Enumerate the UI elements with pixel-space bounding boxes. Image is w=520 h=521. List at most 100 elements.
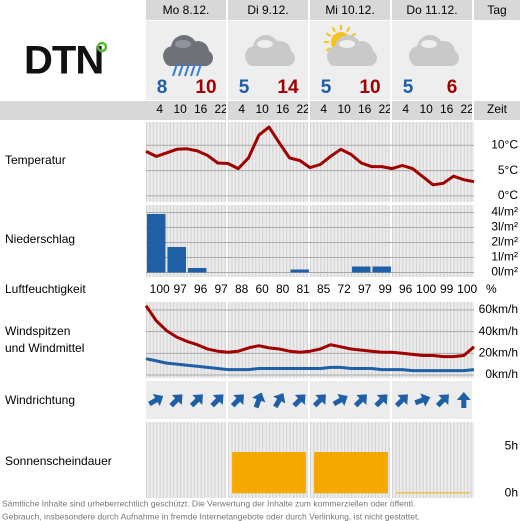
bar <box>290 269 309 273</box>
time-label: 4 <box>238 102 245 116</box>
time-label: 10 <box>255 102 269 116</box>
day-header-bg <box>392 0 472 20</box>
time-label: 4 <box>156 102 163 116</box>
sun-ray <box>331 26 336 33</box>
cloud-base <box>329 56 375 66</box>
humidity-unit: % <box>486 282 497 296</box>
time-label: 22 <box>214 102 228 116</box>
time-label: 16 <box>358 102 372 116</box>
humidity-value: 100 <box>457 282 477 296</box>
min-temp: 5 <box>403 77 414 98</box>
humidity-value: 96 <box>399 282 413 296</box>
y-tick-label: 10°C <box>491 137 518 151</box>
wind-arrow <box>394 394 408 408</box>
humidity-value: 60 <box>255 282 269 296</box>
y-tick-label: 40km/h <box>479 324 518 338</box>
rain-streak <box>196 63 202 77</box>
time-label: 10 <box>173 102 187 116</box>
time-label: 4 <box>320 102 327 116</box>
wind-arrow <box>332 393 348 407</box>
data-line <box>144 304 475 359</box>
max-temp: 14 <box>277 77 299 98</box>
footer-line: Gebrauch, insbesondere durch Aufnahme in… <box>2 511 420 521</box>
rain-streak <box>184 63 190 77</box>
wind-arrow <box>252 392 266 409</box>
sun-ray <box>325 47 332 52</box>
humidity-value: 97 <box>173 282 187 296</box>
y-tick-label: 60km/h <box>479 302 518 316</box>
row-label: Temperatur <box>5 153 66 167</box>
sun-ray <box>325 32 332 37</box>
y-tick-label: 0°C <box>498 188 518 202</box>
time-label: 22 <box>378 102 392 116</box>
logo-dot <box>96 41 108 53</box>
tag-label: Tag <box>487 3 506 17</box>
tag-header-bg <box>474 0 520 20</box>
bar <box>232 452 306 494</box>
row-label: Windrichtung <box>5 393 75 407</box>
wind-arrow <box>312 394 326 408</box>
rain-streak <box>172 63 178 77</box>
bar <box>147 214 166 273</box>
wind-arrow <box>148 393 164 407</box>
wind-arrow <box>210 394 224 408</box>
y-tick-label: 3l/m² <box>491 220 518 234</box>
wind-arrow <box>292 394 306 408</box>
max-temp: 10 <box>359 77 380 98</box>
wind-arrow <box>435 394 449 408</box>
time-label: 16 <box>440 102 454 116</box>
sun-ray <box>350 32 357 37</box>
humidity-value: 88 <box>235 282 249 296</box>
cloud-highlight <box>175 40 191 48</box>
humidity-value: 80 <box>276 282 290 296</box>
day-header-bg <box>146 0 226 20</box>
bar <box>167 247 186 273</box>
weather-icon <box>409 35 459 66</box>
wind-arrow <box>374 394 388 408</box>
zeit-label: Zeit <box>487 102 508 116</box>
row-label: Sonnenscheindauer <box>5 454 112 468</box>
bar <box>188 268 207 273</box>
row-label: Luftfeuchtigkeit <box>5 282 86 296</box>
bar <box>396 492 470 494</box>
rain-streak <box>178 63 184 77</box>
y-tick-label: 2l/m² <box>491 235 518 249</box>
min-temp: 5 <box>239 77 250 98</box>
max-temp: 10 <box>195 77 216 98</box>
time-label: 4 <box>402 102 409 116</box>
day-header-bg <box>228 0 308 20</box>
wind-arrow <box>456 392 471 408</box>
min-temp: 5 <box>321 77 332 98</box>
cloud-base <box>247 56 293 66</box>
max-temp: 6 <box>447 77 458 98</box>
row-label: Windspitzen <box>5 324 70 338</box>
time-label: 16 <box>194 102 208 116</box>
wind-arrow <box>353 394 367 408</box>
sun-ray <box>346 26 351 33</box>
humidity-value: 96 <box>194 282 208 296</box>
humidity-value: 100 <box>150 282 170 296</box>
y-tick-label: 5h <box>505 439 518 453</box>
weather-icon <box>163 35 213 77</box>
time-label: 10 <box>419 102 433 116</box>
y-tick-label: 0l/m² <box>491 265 518 279</box>
humidity-value: 72 <box>337 282 351 296</box>
wind-arrow <box>273 393 286 409</box>
bar <box>352 266 371 273</box>
wind-arrow <box>230 394 244 408</box>
rain-streak <box>190 63 196 77</box>
y-tick-label: 5°C <box>498 163 518 177</box>
cloud-highlight <box>421 40 437 48</box>
humidity-value: 85 <box>317 282 331 296</box>
cloud-base <box>165 56 211 66</box>
humidity-value: 99 <box>440 282 454 296</box>
humidity-value: 100 <box>416 282 436 296</box>
y-tick-label: 4l/m² <box>491 205 518 219</box>
time-label: 22 <box>296 102 310 116</box>
humidity-value: 97 <box>358 282 372 296</box>
data-line <box>145 357 475 373</box>
time-label: 16 <box>276 102 290 116</box>
day-label: Do 11.12. <box>406 3 457 17</box>
weather-icon <box>245 35 295 66</box>
